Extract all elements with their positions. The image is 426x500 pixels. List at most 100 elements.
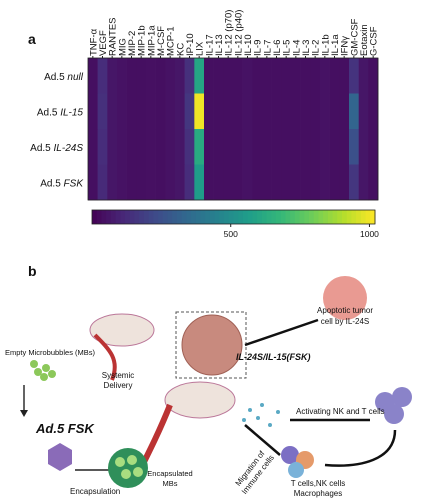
- colorbar-segment: [191, 210, 197, 224]
- mouse: [89, 313, 155, 347]
- x-tick-label: LIX: [195, 41, 206, 56]
- colorbar-segment: [129, 210, 135, 224]
- colorbar-segment: [346, 210, 352, 224]
- heatmap-cell: [252, 58, 263, 94]
- heatmap-cell: [233, 58, 243, 94]
- colorbar-segment: [162, 210, 168, 224]
- colorbar-segment: [143, 210, 150, 224]
- y-tick-label: Ad.5 IL-24S: [30, 143, 83, 154]
- colorbar-segment: [304, 210, 310, 224]
- heatmap-cell: [146, 58, 156, 94]
- heatmap-cell: [184, 164, 195, 201]
- x-tick-label: TNF-α: [88, 28, 99, 56]
- heatmap-cell: [107, 129, 118, 165]
- x-tick-label: IL-13: [214, 34, 225, 56]
- colorbar-segment: [252, 210, 258, 224]
- colorbar-segment: [261, 210, 268, 224]
- x-tick-label: IL-6: [272, 40, 283, 56]
- heatmap-cell: [136, 93, 147, 130]
- x-tick-label: MIP-1a: [146, 25, 157, 56]
- colorbar-segment: [313, 210, 319, 224]
- microbubbles: [30, 360, 56, 381]
- heatmap-cell: [184, 93, 195, 130]
- heatmap-cell: [107, 164, 118, 201]
- heatmap-cell: [310, 129, 321, 165]
- heatmap-cell: [165, 129, 176, 165]
- heatmap-cell: [281, 58, 292, 94]
- heatmap-cell: [291, 164, 301, 201]
- heatmap-cell: [194, 58, 205, 94]
- heatmap-cell: [175, 58, 185, 94]
- heatmap-cell: [242, 129, 253, 165]
- heatmap-cell: [233, 93, 243, 130]
- heatmap-cell: [358, 164, 369, 201]
- heatmap-cell: [213, 58, 224, 94]
- heatmap-cell: [155, 93, 166, 130]
- heatmap-cell: [175, 129, 185, 165]
- heatmap-cell: [329, 129, 340, 165]
- heatmap-cell: [358, 58, 369, 94]
- colorbar-segment: [228, 210, 234, 224]
- colorbar-segment: [214, 210, 220, 224]
- x-tick-label: MIG: [117, 38, 128, 56]
- vessel: [93, 333, 117, 381]
- colorbar-segment: [96, 210, 102, 224]
- tumor: [181, 314, 243, 376]
- colorbar-segment: [280, 210, 286, 224]
- heatmap-cell: [97, 129, 108, 165]
- heatmap-cell: [242, 93, 253, 130]
- heatmap-cell: [281, 129, 292, 165]
- colorbar-segment: [294, 210, 301, 224]
- colorbar-segment: [341, 210, 348, 224]
- heatmap-cell: [358, 129, 369, 165]
- heatmap-cell: [175, 164, 185, 201]
- colorbar-segment: [233, 210, 239, 224]
- heatmap-cell: [329, 58, 340, 94]
- label: MBs: [163, 479, 178, 488]
- x-tick-label: VEGF: [98, 30, 109, 56]
- colorbar-segment: [167, 210, 173, 224]
- x-tick-label: GM-CSF: [349, 18, 360, 56]
- colorbar-segment: [181, 210, 187, 224]
- heatmap-cell: [271, 58, 282, 94]
- colorbar-segment: [351, 210, 357, 224]
- x-tick-label: IL-1a: [330, 34, 341, 56]
- label: Encapsulation: [70, 487, 120, 496]
- heatmap-cell: [300, 164, 311, 201]
- colorbar-segment: [356, 210, 362, 224]
- colorbar-segment: [115, 210, 121, 224]
- heatmap-cell: [97, 164, 108, 201]
- x-tick-label: IL-10: [243, 34, 254, 56]
- heatmap-cell: [184, 129, 195, 165]
- colorbar-segment: [285, 210, 291, 224]
- x-tick-label: IL-2: [311, 40, 322, 56]
- heatmap-cell: [107, 93, 118, 130]
- heatmap-cell: [368, 164, 379, 201]
- heatmap-cell: [146, 164, 156, 201]
- label: Empty Microbubbles (MBs): [5, 348, 96, 357]
- heatmap-cell: [88, 129, 98, 165]
- heatmap-cell: [262, 58, 272, 94]
- arrow-head: [20, 410, 28, 417]
- label: Activating NK and T cells: [296, 407, 385, 416]
- heatmap-cell: [300, 58, 311, 94]
- x-tick-label: KC: [175, 43, 186, 56]
- heatmap-cell: [233, 129, 243, 165]
- heatmap-cell: [291, 93, 301, 130]
- heatmap-cell: [291, 58, 301, 94]
- heatmap-cell: [194, 93, 205, 130]
- heatmap-cell: [310, 93, 321, 130]
- heatmap-cell: [194, 129, 205, 165]
- colorbar-segment: [219, 210, 225, 224]
- heatmap-cell: [88, 93, 98, 130]
- heatmap-cell: [310, 164, 321, 201]
- x-tick-label: IL-12 (p40): [233, 10, 244, 56]
- heatmap-cell: [320, 93, 330, 130]
- x-tick-label: RANTES: [108, 17, 119, 56]
- colorbar-segment: [238, 210, 244, 224]
- heatmap-cell: [252, 93, 263, 130]
- colorbar-segment: [271, 210, 277, 224]
- heatmap-cell: [204, 58, 214, 94]
- colorbar-segment: [176, 210, 183, 224]
- heatmap-cell: [329, 93, 340, 130]
